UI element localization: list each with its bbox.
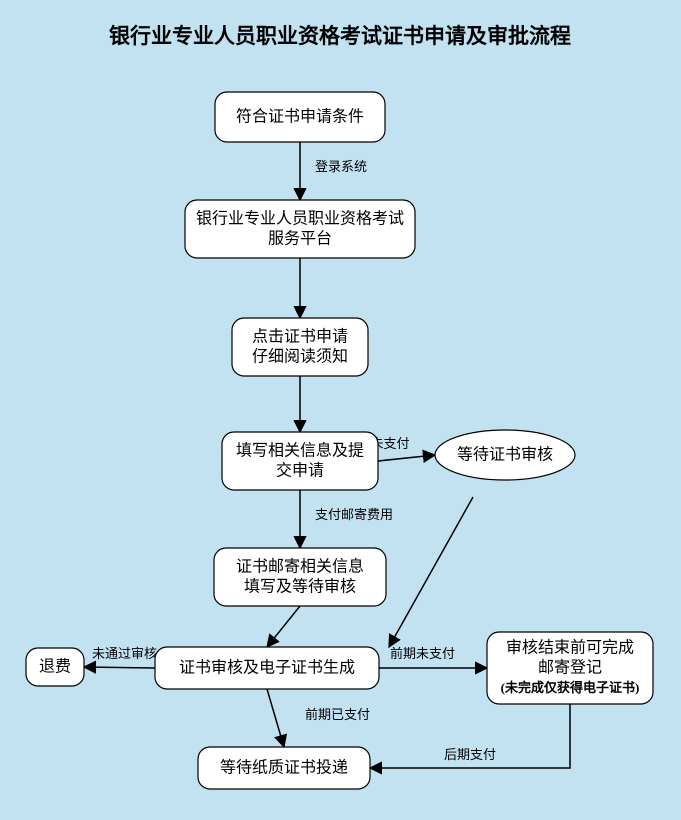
node-n2: 银行业专业人员职业资格考试服务平台 (185, 200, 415, 258)
node-text-n6-0: 证书邮寄相关信息 (236, 558, 364, 576)
node-text-n9-0: 审核结束前可完成 (506, 639, 634, 657)
node-n6: 证书邮寄相关信息填写及等待审核 (214, 548, 386, 606)
edge-label-8: 前期未支付 (390, 646, 455, 661)
node-n1: 符合证书申请条件 (215, 92, 385, 142)
node-text-n9-1: 邮寄登记 (538, 659, 602, 677)
node-text-n2-0: 银行业专业人员职业资格考试 (196, 210, 404, 228)
node-text-n4-1: 交申请 (276, 462, 324, 480)
edge-label-7: 未通过审核 (92, 646, 157, 661)
edge-label-9: 前期已支付 (305, 707, 370, 722)
node-text-n5-0: 等待证书审核 (457, 446, 553, 464)
node-text-n4-0: 填写相关信息及提 (236, 442, 364, 460)
node-shape-n6 (214, 548, 386, 606)
node-text-n10-0: 等待纸质证书投递 (220, 759, 348, 777)
node-text-n8-0: 退费 (39, 658, 71, 676)
node-n7: 证书审核及电子证书生成 (155, 647, 379, 689)
diagram-title: 银行业专业人员职业资格考试证书申请及审批流程 (109, 24, 571, 48)
node-text-n6-1: 填写及等待审核 (244, 578, 356, 596)
node-shape-n4 (222, 432, 378, 490)
node-n8: 退费 (26, 648, 84, 686)
node-text-n3-1: 仔细阅读须知 (252, 348, 348, 366)
edge-label-4: 支付邮寄费用 (315, 507, 393, 522)
node-n4: 填写相关信息及提交申请 (222, 432, 378, 490)
edge-label-0: 登录系统 (315, 159, 367, 174)
node-text-n1-0: 符合证书申请条件 (236, 108, 364, 126)
node-shape-n2 (185, 200, 415, 258)
edge-7 (84, 667, 155, 668)
node-n10: 等待纸质证书投递 (198, 747, 370, 789)
node-text-n3-0: 点击证书申请 (252, 328, 348, 346)
node-n9: 审核结束前可完成邮寄登记 (未完成仅获得电子证书) (487, 632, 653, 704)
node-text-n9-2: (未完成仅获得电子证书) (501, 680, 640, 695)
node-shape-n3 (232, 318, 368, 376)
node-n5: 等待证书审核 (435, 430, 575, 480)
node-text-n2-1: 服务平台 (268, 230, 332, 248)
flowchart-canvas: 银行业专业人员职业资格考试证书申请及审批流程登录系统未支付支付邮寄费用未通过审核… (0, 0, 681, 820)
node-text-n7-0: 证书审核及电子证书生成 (179, 659, 355, 677)
node-n3: 点击证书申请仔细阅读须知 (232, 318, 368, 376)
edge-label-10: 后期支付 (444, 747, 496, 762)
